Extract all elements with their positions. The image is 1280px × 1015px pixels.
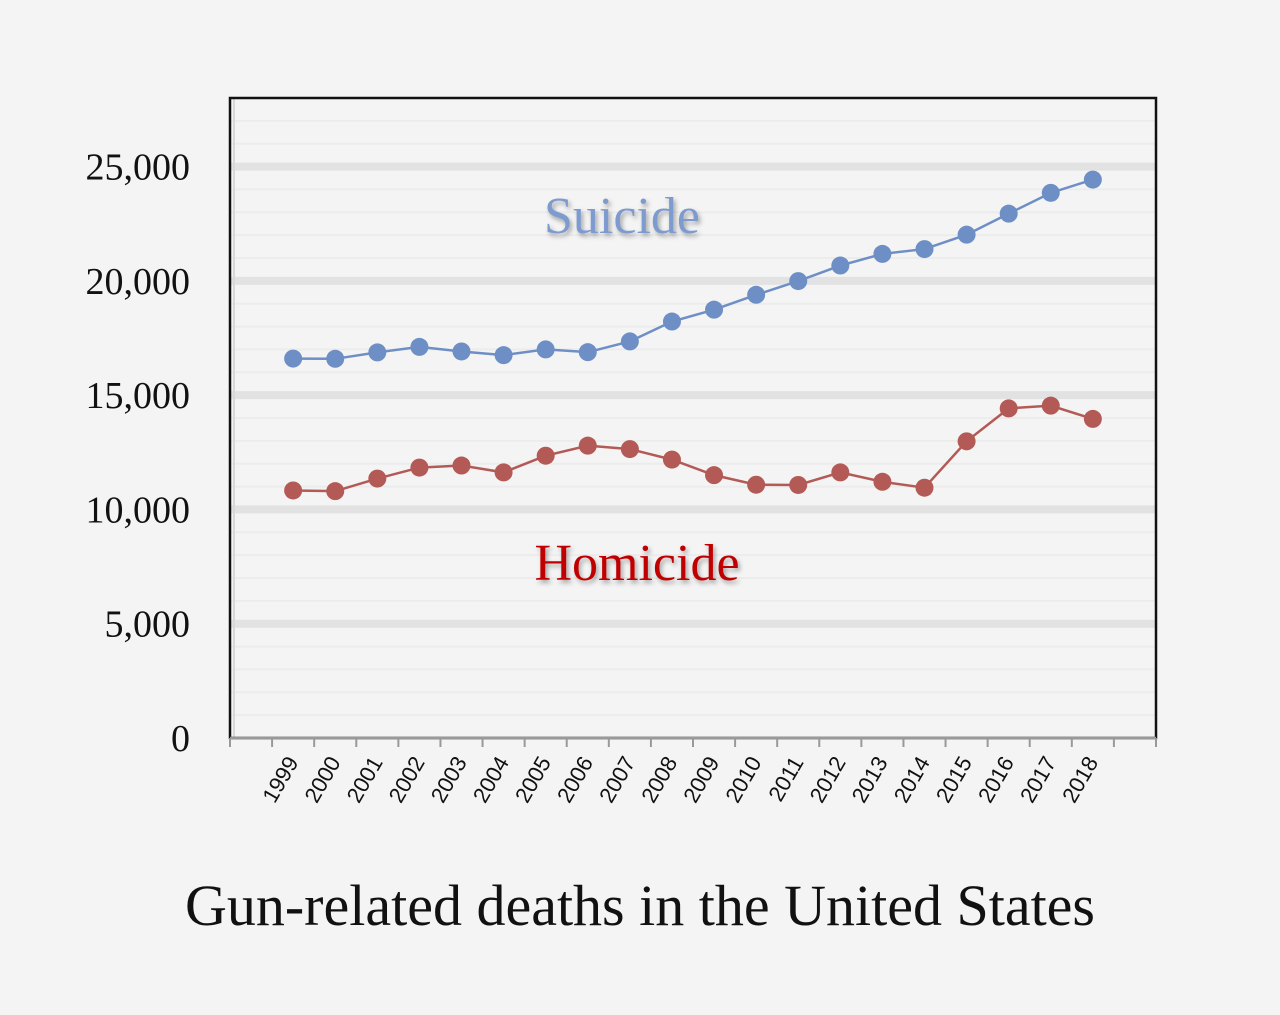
- y-tick-label: 10,000: [86, 489, 191, 531]
- x-tick-label: 2013: [847, 752, 893, 807]
- series-layer: [284, 170, 1102, 501]
- suicide-point: [1041, 183, 1060, 202]
- x-tick-label: 2004: [468, 752, 514, 807]
- suicide-point: [873, 244, 892, 263]
- homicide-point: [1083, 409, 1102, 428]
- suicide-point: [494, 346, 513, 365]
- x-tick-label: 2018: [1057, 752, 1103, 807]
- y-axis-tick-labels: 0 5,000 10,000 15,000 20,000 25,000: [86, 147, 191, 760]
- x-axis: [229, 736, 1157, 747]
- series-labels: Suicide Homicide: [534, 188, 739, 592]
- homicide-point: [368, 469, 387, 488]
- homicide-point: [957, 432, 976, 451]
- suicide-point: [957, 225, 976, 244]
- x-tick-label: 2001: [342, 752, 388, 807]
- homicide-label: Homicide: [534, 535, 739, 592]
- homicide-point: [494, 463, 513, 482]
- x-tick-label: 2012: [805, 752, 851, 807]
- y-tick-label: 25,000: [86, 147, 191, 189]
- homicide-point: [410, 458, 429, 477]
- x-tick-label: 1999: [257, 752, 303, 807]
- suicide-point: [326, 349, 345, 368]
- suicide-point: [578, 343, 597, 362]
- y-tick-label: 20,000: [86, 261, 191, 303]
- homicide-point: [999, 399, 1018, 418]
- x-tick-label: 2010: [720, 752, 766, 807]
- suicide-point: [789, 272, 808, 291]
- x-tick-label: 2006: [552, 752, 598, 807]
- homicide-point: [747, 475, 766, 494]
- x-axis-tick-labels: 1999200020012002200320042005200620072008…: [257, 752, 1103, 807]
- x-tick-label: 2014: [889, 752, 935, 807]
- homicide-point: [873, 472, 892, 491]
- homicide-point: [536, 446, 555, 465]
- suicide-point: [831, 256, 850, 275]
- x-tick-label: 2016: [973, 752, 1019, 807]
- y-tick-label: 5,000: [105, 604, 191, 646]
- suicide-point: [915, 240, 934, 259]
- y-tick-label: 0: [171, 718, 190, 760]
- suicide-point: [705, 300, 724, 319]
- homicide-point: [662, 450, 681, 469]
- chart-title: Gun-related deaths in the United States: [184, 873, 1096, 938]
- homicide-point: [1041, 396, 1060, 415]
- homicide-point: [284, 481, 303, 500]
- homicide-point: [705, 466, 724, 485]
- suicide-point: [536, 340, 555, 359]
- homicide-point: [915, 478, 934, 497]
- x-tick-label: 2003: [426, 752, 472, 807]
- suicide-point: [368, 343, 387, 362]
- suicide-label: Suicide: [544, 188, 700, 245]
- x-tick-label: 2008: [636, 752, 682, 807]
- suicide-point: [452, 342, 471, 361]
- x-tick-label: 2002: [384, 752, 430, 807]
- homicide-point: [789, 475, 808, 494]
- x-tick-label: 2011: [763, 752, 808, 805]
- x-tick-label: 2009: [678, 752, 724, 807]
- homicide-point: [452, 456, 471, 475]
- homicide-point: [578, 436, 597, 455]
- x-tick-label: 2017: [1015, 752, 1061, 807]
- suicide-point: [284, 349, 303, 368]
- suicide-point: [620, 332, 639, 351]
- homicide-point: [620, 440, 639, 459]
- homicide-point: [326, 482, 345, 501]
- x-tick-label: 2007: [594, 752, 640, 807]
- x-tick-label: 2015: [931, 752, 977, 807]
- suicide-point: [410, 337, 429, 356]
- x-tick-label: 2000: [299, 752, 345, 807]
- suicide-point: [999, 204, 1018, 223]
- suicide-point: [747, 285, 766, 304]
- x-tick-label: 2005: [510, 752, 556, 807]
- y-tick-label: 15,000: [86, 375, 191, 417]
- homicide-point: [831, 463, 850, 482]
- suicide-point: [662, 312, 681, 331]
- suicide-point: [1083, 170, 1102, 189]
